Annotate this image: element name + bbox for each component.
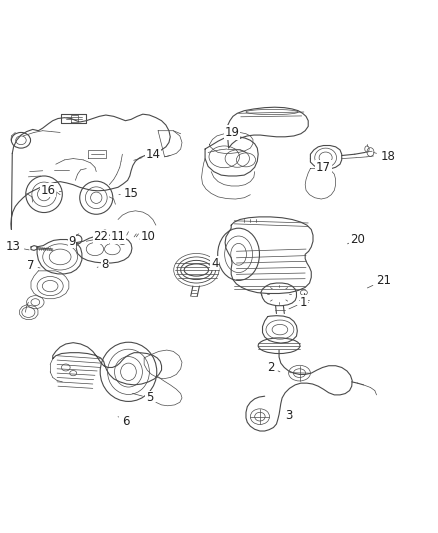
Text: 13: 13 [6,240,29,253]
Text: 16: 16 [41,184,61,197]
Text: 14: 14 [134,148,160,161]
Text: 17: 17 [316,161,331,174]
Text: 18: 18 [381,150,396,163]
Text: 19: 19 [225,126,240,139]
Text: 2: 2 [268,361,280,374]
Text: 8: 8 [97,258,109,271]
Text: 9: 9 [68,235,78,248]
Text: 1: 1 [289,296,307,309]
Text: 20: 20 [347,233,365,246]
Text: 3: 3 [285,409,292,422]
Text: 22: 22 [93,230,108,244]
Text: 10: 10 [140,230,156,243]
Text: 11: 11 [110,230,126,244]
Text: 21: 21 [367,274,391,288]
Text: 15: 15 [119,187,138,200]
Text: 7: 7 [27,259,40,272]
Text: 4: 4 [208,256,219,270]
Text: 6: 6 [118,415,129,427]
Text: 5: 5 [132,391,153,405]
